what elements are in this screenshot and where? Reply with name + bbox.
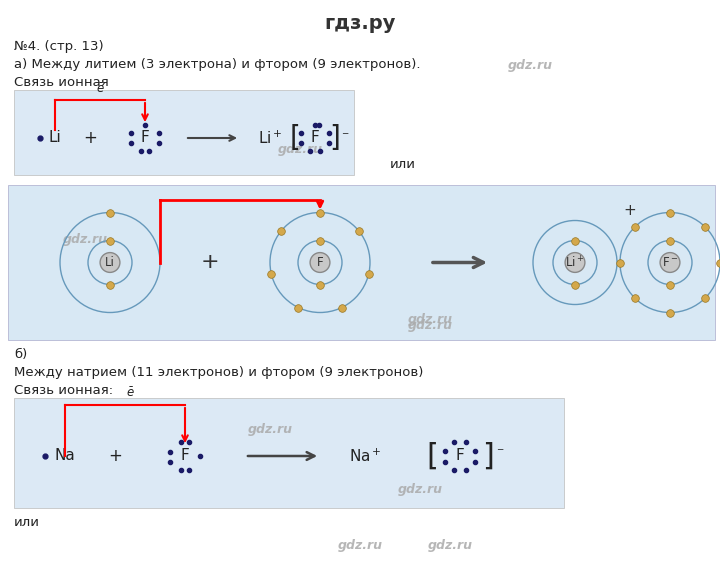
Text: [: [ [289, 124, 300, 152]
Text: gdz.ru: gdz.ru [428, 538, 472, 551]
Text: F: F [310, 130, 320, 146]
Bar [14, 398, 564, 508]
Circle shape [660, 252, 680, 273]
Text: Связь ионная:: Связь ионная: [14, 384, 113, 397]
Text: гдз.ру: гдз.ру [324, 14, 396, 33]
Circle shape [100, 252, 120, 273]
Text: F: F [456, 448, 464, 464]
Text: F: F [181, 448, 189, 464]
Text: +: + [624, 203, 636, 218]
Text: Li: Li [105, 256, 115, 269]
Text: [: [ [426, 442, 438, 470]
Text: +: + [83, 129, 97, 147]
Text: ]: ] [330, 124, 341, 152]
Text: ]: ] [482, 442, 494, 470]
Text: gdz.ru: gdz.ru [338, 538, 382, 551]
Text: gdz.ru: gdz.ru [408, 314, 452, 327]
Text: gdz.ru: gdz.ru [277, 143, 323, 156]
Text: gdz.ru: gdz.ru [508, 58, 552, 71]
Text: $\bar{e}$: $\bar{e}$ [96, 83, 104, 96]
Text: $\bar{e}$: $\bar{e}$ [126, 387, 135, 400]
Text: или: или [390, 158, 416, 171]
Text: б): б) [14, 348, 27, 361]
Text: gdz.ru: gdz.ru [408, 319, 452, 332]
Text: F: F [317, 256, 323, 269]
Text: Na$^+$: Na$^+$ [348, 447, 382, 465]
Text: gdz.ru: gdz.ru [248, 424, 292, 437]
Text: gdz.ru: gdz.ru [397, 483, 443, 496]
Text: gdz.ru: gdz.ru [63, 233, 107, 247]
Circle shape [565, 252, 585, 273]
Text: +: + [201, 252, 220, 273]
Text: +: + [108, 447, 122, 465]
Text: или: или [14, 516, 40, 529]
Text: Li$^+$: Li$^+$ [565, 255, 585, 270]
Text: Na: Na [55, 448, 76, 464]
Text: а) Между литием (3 электрона) и фтором (9 электронов).: а) Между литием (3 электрона) и фтором (… [14, 58, 420, 71]
Text: $^-$: $^-$ [340, 130, 350, 143]
Text: Li: Li [49, 130, 61, 146]
Text: №4. (стр. 13): №4. (стр. 13) [14, 40, 104, 53]
Text: Связь ионная: Связь ионная [14, 76, 109, 89]
Text: F: F [140, 130, 149, 146]
Circle shape [310, 252, 330, 273]
Text: $^-$: $^-$ [495, 446, 505, 459]
Bar [14, 90, 354, 175]
Bar [8, 185, 715, 340]
Text: Li$^+$: Li$^+$ [258, 129, 282, 147]
Text: F$^-$: F$^-$ [662, 256, 678, 269]
Text: Между натрием (11 электронов) и фтором (9 электронов): Между натрием (11 электронов) и фтором (… [14, 366, 423, 379]
